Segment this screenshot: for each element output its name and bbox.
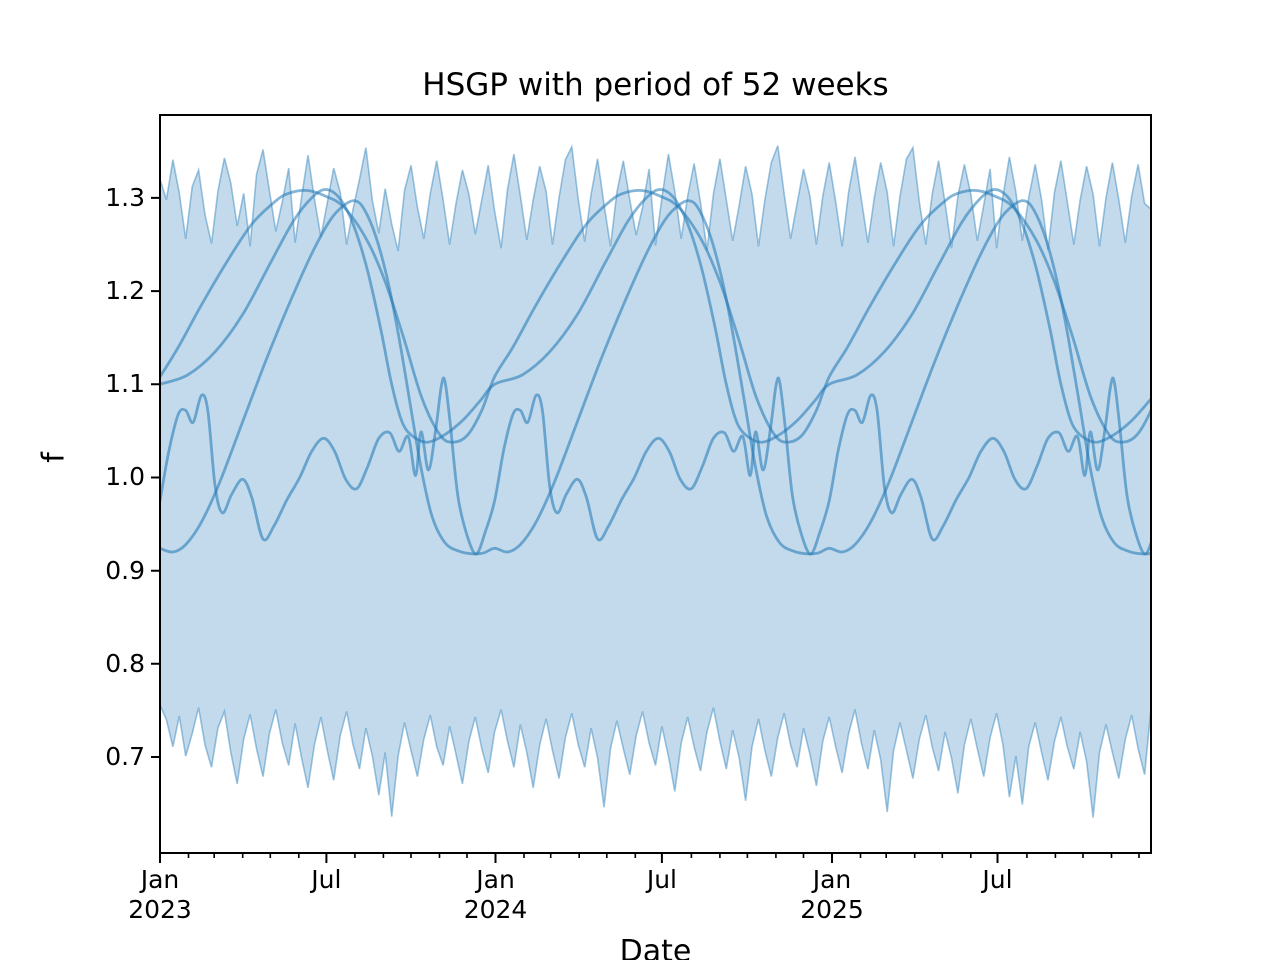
x-tick-label: Jul (982, 865, 1013, 894)
y-tick-label: 1.1 (105, 369, 145, 399)
gp-sample-sharp (160, 199, 1151, 556)
axes-spines (159, 114, 1152, 854)
y-tick-label: 0.8 (105, 648, 145, 678)
gp-sample-wiggly (160, 376, 1151, 556)
x-tick-year: 2023 (128, 895, 192, 924)
minor-ticks (187, 853, 1140, 858)
y-tick-label: 1.0 (105, 462, 145, 492)
y-tick-label: 1.2 (105, 276, 145, 306)
x-tick-label: Jan 2023 (100, 865, 220, 925)
hdi-band (160, 145, 1151, 818)
x-tick-label: Jul (646, 865, 677, 894)
major-ticks (151, 196, 999, 863)
gp-sample-dome (160, 188, 1151, 444)
y-tick-label: 1.3 (105, 182, 145, 212)
y-tick-label: 0.9 (105, 555, 145, 585)
x-tick-label: Jan 2025 (772, 865, 892, 925)
hdi-band-lower-edge (160, 704, 1151, 818)
chart-title: HSGP with period of 52 weeks (422, 67, 889, 103)
x-axis-label: Date (619, 934, 692, 960)
x-tick-label: Jul (311, 865, 342, 894)
y-tick-label: 0.7 (105, 742, 145, 772)
x-tick-year: 2025 (800, 895, 864, 924)
x-tick-year: 2024 (463, 895, 528, 924)
x-tick-label: Jan 2024 (436, 865, 556, 925)
